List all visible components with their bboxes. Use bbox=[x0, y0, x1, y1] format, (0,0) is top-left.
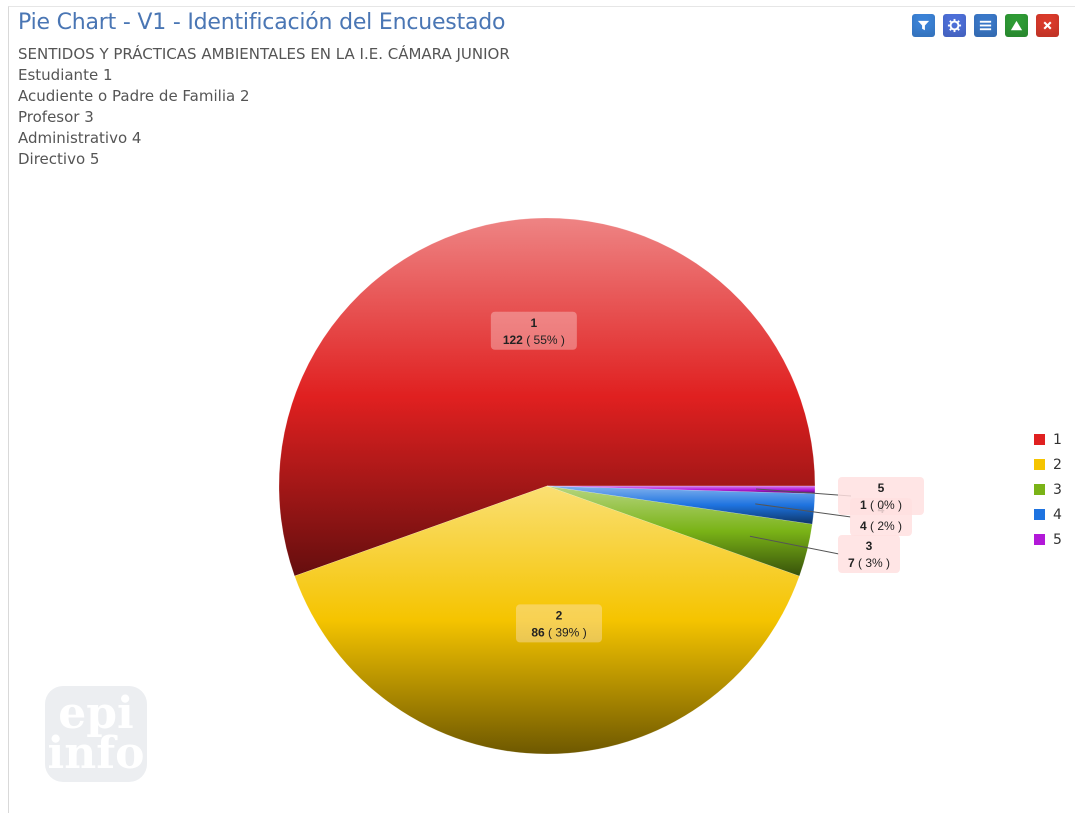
legend-swatch bbox=[1034, 434, 1045, 445]
subtitle-line: Directivo 5 bbox=[18, 150, 100, 168]
data-label-value: 122 ( 55% ) bbox=[503, 333, 565, 347]
legend-swatch bbox=[1034, 509, 1045, 520]
data-label-value: 1 ( 0% ) bbox=[860, 498, 902, 512]
filter-button[interactable] bbox=[912, 14, 935, 37]
leader-line-3 bbox=[749, 535, 840, 555]
data-label-category: 2 bbox=[556, 608, 563, 622]
leader-line-5 bbox=[755, 488, 852, 497]
triangle-up-icon bbox=[1010, 20, 1023, 31]
collapse-button[interactable] bbox=[1005, 14, 1028, 37]
legend-item[interactable]: 2 bbox=[1034, 452, 1062, 477]
legend-label: 4 bbox=[1053, 506, 1062, 523]
settings-button[interactable] bbox=[943, 14, 966, 37]
data-label-value: 4 ( 2% ) bbox=[860, 519, 902, 533]
legend-label: 5 bbox=[1053, 531, 1062, 548]
pie-slice-3[interactable] bbox=[546, 485, 813, 577]
data-label-category: 5 bbox=[878, 481, 885, 495]
data-label-1: 1 122 ( 55% ) bbox=[490, 311, 577, 350]
data-label-value: 7 ( 3% ) bbox=[848, 556, 890, 570]
legend-item[interactable]: 5 bbox=[1034, 527, 1062, 552]
data-label-3: 3 7 ( 3% ) bbox=[838, 535, 900, 573]
data-label-2: 2 86 ( 39% ) bbox=[516, 604, 602, 643]
data-label-5: 5 1 ( 0% ) bbox=[838, 477, 924, 515]
legend-label: 1 bbox=[1053, 431, 1062, 448]
list-icon bbox=[979, 20, 992, 31]
pie-slice-2[interactable] bbox=[294, 485, 800, 755]
legend-item[interactable]: 4 bbox=[1034, 502, 1062, 527]
subtitle-line: Estudiante 1 bbox=[18, 66, 113, 84]
legend-swatch bbox=[1034, 459, 1045, 470]
data-label-category: 1 bbox=[531, 316, 538, 330]
chart-toolbar bbox=[912, 14, 1059, 37]
pie-slice-1[interactable] bbox=[278, 217, 816, 577]
chart-title: Pie Chart - V1 - Identificación del Encu… bbox=[18, 10, 506, 35]
menu-button[interactable] bbox=[974, 14, 997, 37]
subtitle-line: SENTIDOS Y PRÁCTICAS AMBIENTALES EN LA I… bbox=[18, 45, 510, 63]
legend-swatch bbox=[1034, 484, 1045, 495]
subtitle-line: Acudiente o Padre de Familia 2 bbox=[18, 87, 250, 105]
legend-item[interactable]: 3 bbox=[1034, 477, 1062, 502]
data-label-category: 3 bbox=[866, 539, 873, 553]
epi-info-logo: epi info bbox=[45, 686, 147, 782]
chart-legend: 1 2 3 4 5 bbox=[1034, 427, 1062, 552]
gear-icon bbox=[947, 18, 962, 33]
leader-line-4 bbox=[755, 503, 852, 518]
filter-icon bbox=[917, 20, 930, 31]
data-label-value: 86 ( 39% ) bbox=[531, 625, 586, 639]
legend-item[interactable]: 1 bbox=[1034, 427, 1062, 452]
chart-subtitle: SENTIDOS Y PRÁCTICAS AMBIENTALES EN LA I… bbox=[18, 44, 510, 170]
subtitle-line: Profesor 3 bbox=[18, 108, 94, 126]
legend-label: 2 bbox=[1053, 456, 1062, 473]
close-button[interactable] bbox=[1036, 14, 1059, 37]
subtitle-line: Administrativo 4 bbox=[18, 129, 142, 147]
legend-swatch bbox=[1034, 534, 1045, 545]
legend-label: 3 bbox=[1053, 481, 1062, 498]
close-icon bbox=[1043, 21, 1052, 30]
